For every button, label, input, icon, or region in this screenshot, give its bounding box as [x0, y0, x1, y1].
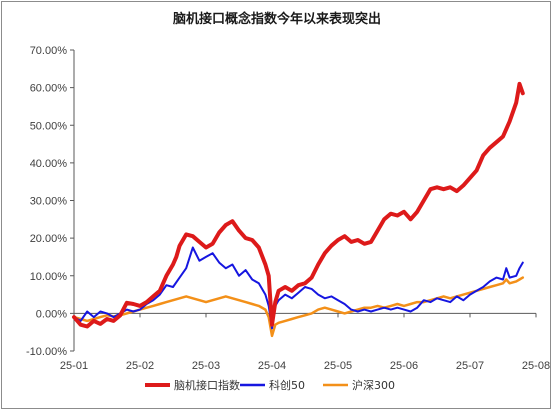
x-axis: 25-01 25-02 25-03 25-04 25-05 25-06 25-07 25-08 — [60, 312, 550, 372]
y-axis: -10.00% 0.00% 10.00% 20.00% 30.00% 40.00% 50.0… — [26, 45, 75, 358]
series-line-1 — [72, 81, 525, 329]
x-tick-label: 25-06 — [390, 360, 418, 372]
y-tick-label: 0.00% — [36, 308, 67, 320]
legend-label-3: 沪深300 — [352, 378, 395, 392]
series-layer — [72, 81, 525, 338]
legend-label-1: 脑机接口指数 — [174, 378, 240, 392]
y-tick-label: 60.00% — [30, 83, 68, 95]
y-tick-label: 70.00% — [30, 45, 68, 57]
x-tick-label: 25-01 — [60, 360, 88, 372]
x-tick-label: 25-07 — [456, 360, 484, 372]
y-tick-label: 50.00% — [30, 120, 68, 132]
x-tick-label: 25-04 — [258, 360, 286, 372]
x-tick-label: 25-05 — [324, 360, 352, 372]
y-tick-label: 10.00% — [30, 271, 68, 283]
chart-title: 脑机接口概念指数今年以来表现突出 — [172, 12, 381, 27]
legend-label-2: 科创50 — [269, 378, 305, 392]
y-tick-label: 40.00% — [30, 158, 68, 170]
series-line-2 — [73, 246, 524, 330]
x-tick-label: 25-02 — [126, 360, 154, 372]
x-tick-label: 25-03 — [192, 360, 220, 372]
y-tick-label: -10.00% — [26, 346, 67, 358]
y-tick-label: 30.00% — [30, 196, 68, 208]
legend: 脑机接口指数 科创50 沪深300 — [145, 378, 395, 392]
x-tick-label: 25-08 — [522, 360, 550, 372]
y-tick-label: 20.00% — [30, 233, 68, 245]
